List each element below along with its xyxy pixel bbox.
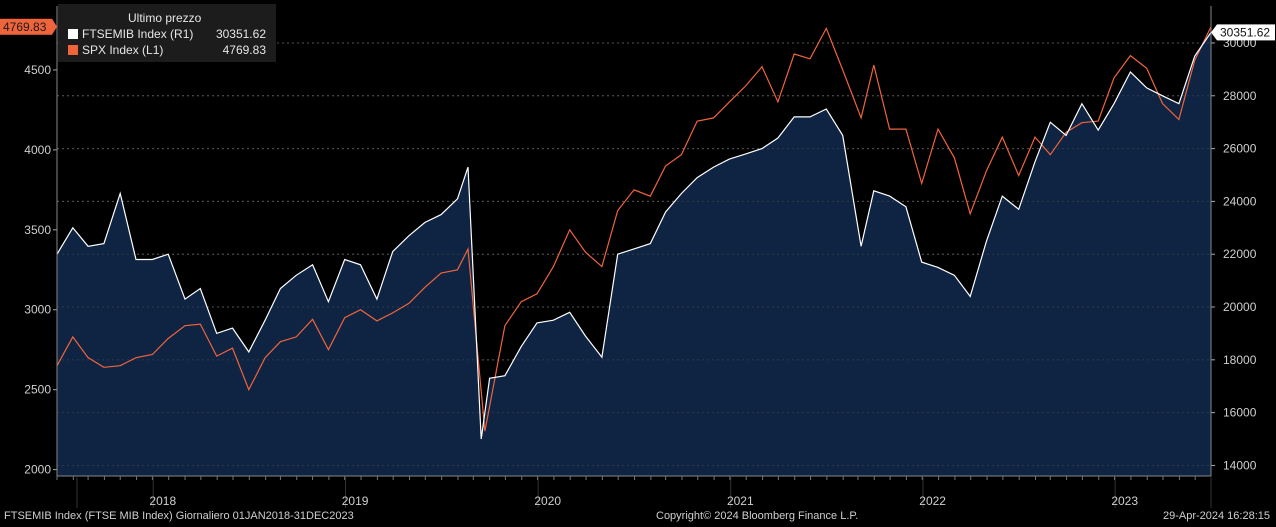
legend-label-ftsemib: FTSEMIB Index (R1) [82,27,194,41]
ftsemib-area-fill [57,32,1211,477]
legend-value-ftsemib: 30351.62 [215,27,266,41]
right-tick-label: 14000 [1223,458,1257,472]
right-axis: 14000 16000 18000 20000 22000 24000 26000 28000… [1210,6,1257,476]
footer-right: 29-Apr-2024 16:28:15 [1162,510,1270,522]
ftse-last-value: 30351.62 [1220,25,1270,39]
right-tick-label: 18000 [1223,353,1257,367]
x-axis: 2018 2019 2020 2021 2022 2023 [56,475,1212,508]
ftse-last-tag-bg [1217,24,1275,41]
left-axis: 2000 2500 3000 3500 4000 4500 [24,6,58,477]
legend-item-spx: SPX Index (L1) 4769.83 [68,43,272,57]
x-tick-label: 2019 [342,494,369,508]
ftsemib-series-line [56,32,1212,440]
left-tick-label: 4000 [24,143,51,157]
footer-left: FTSEMIB Index (FTSE MIB Index) Giornalie… [4,510,354,522]
legend-swatch-ftsemib [68,29,78,39]
legend-swatch-spx [68,45,78,55]
x-tick-label: 2021 [727,494,754,508]
right-tick-label: 20000 [1223,300,1257,314]
legend-label-spx: SPX Index (L1) [82,43,164,57]
x-tick-label: 2020 [534,494,561,508]
x-tick-label: 2018 [149,494,176,508]
x-tick-label: 2023 [1111,494,1138,508]
right-tick-label: 24000 [1223,194,1257,208]
left-tick-label: 4500 [24,63,51,77]
footer-center: Copyright© 2024 Bloomberg Finance L.P. [656,510,859,522]
left-tick-label: 3500 [24,223,51,237]
spx-series-line [56,26,1212,432]
right-tick-label: 16000 [1223,406,1257,420]
spx-last-tag-arrow [52,18,57,35]
left-tick-label: 2500 [24,383,51,397]
legend-value-spx: 4769.83 [222,43,266,57]
gridlines-over-area [57,42,1211,466]
x-tick-label: 2022 [919,494,946,508]
right-tick-label: 26000 [1223,142,1257,156]
right-tick-label: 28000 [1223,89,1257,103]
legend: Ultimo prezzo FTSEMIB Index (R1) 30351.6… [58,4,276,62]
legend-header: Ultimo prezzo [128,11,202,25]
legend-item-ftsemib: FTSEMIB Index (R1) 30351.62 [68,27,272,41]
left-tick-label: 3000 [24,303,51,317]
spx-last-tag-bg [0,18,52,35]
left-tick-label: 2000 [24,463,51,477]
spx-last-value: 4769.83 [3,20,47,34]
right-tick-label: 22000 [1223,247,1257,261]
last-value-tags: 4769.83 30351.62 [0,18,1275,41]
ftse-last-tag-arrow [1211,24,1217,41]
